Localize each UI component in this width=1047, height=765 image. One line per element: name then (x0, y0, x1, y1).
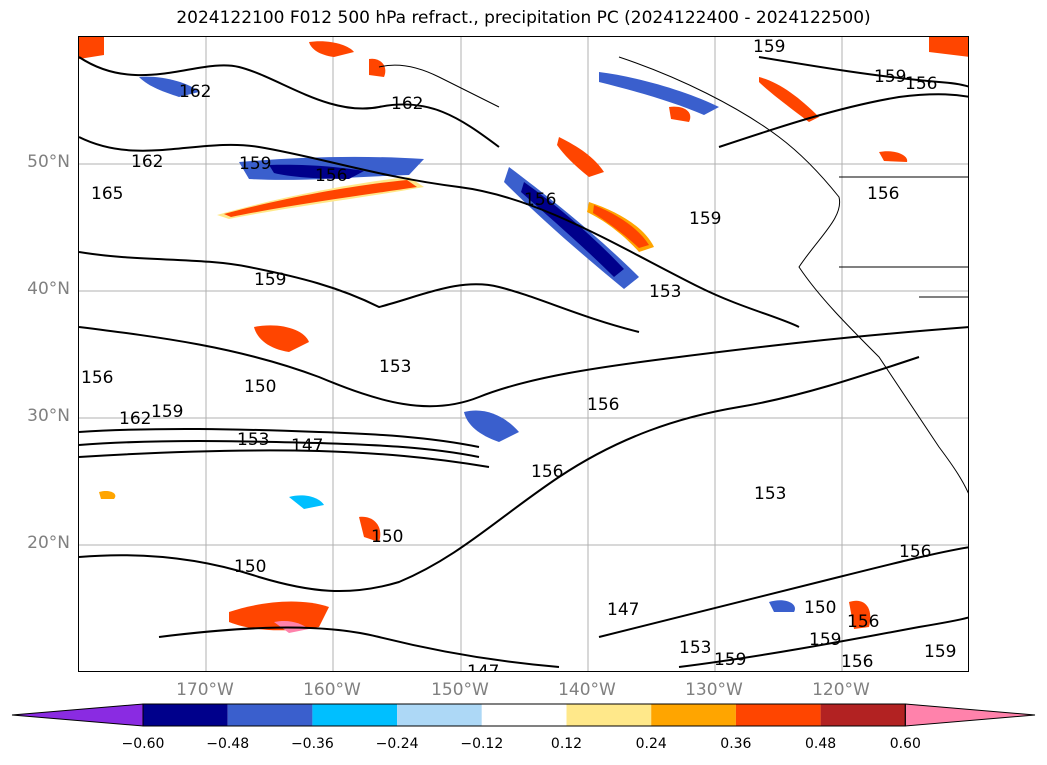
lat-label: 40°N (27, 279, 70, 299)
contour-label: 165 (91, 184, 123, 204)
contour-label: 159 (714, 650, 746, 670)
contour-label: 159 (924, 642, 956, 662)
contour-label: 156 (905, 74, 937, 94)
contour-label: 147 (467, 662, 499, 672)
map-panel: 162 162 162 165 159 156 159 156 159 156 … (78, 36, 969, 672)
colorbar-tick-label: 0.12 (550, 736, 583, 752)
contour-label: 159 (689, 209, 721, 229)
colorbar-segment (481, 704, 567, 726)
colorbar-segment (566, 704, 652, 726)
colorbar-segment (143, 704, 228, 726)
contour-label: 159 (753, 37, 785, 57)
contour-label: 159 (874, 67, 906, 87)
contour-label: 156 (587, 395, 619, 415)
contour-label: 159 (809, 630, 841, 650)
contour-label: 153 (679, 638, 711, 658)
contour-label: 162 (131, 152, 163, 172)
contour-label: 156 (899, 542, 931, 562)
contour-label: 150 (244, 377, 276, 397)
graticule (79, 37, 968, 671)
contour-label: 153 (379, 357, 411, 377)
colorbar-segment (735, 704, 821, 726)
contour-label: 159 (151, 402, 183, 422)
contour-label: 156 (81, 368, 113, 388)
contour-label: 162 (119, 409, 151, 429)
contour-label: 147 (291, 436, 323, 456)
contour-label: 153 (237, 430, 269, 450)
lon-label: 140°W (558, 680, 616, 700)
colorbar-segment (820, 704, 906, 726)
contour-label: 150 (234, 557, 266, 577)
colorbar-segment (397, 704, 482, 726)
contour-label: 156 (531, 462, 563, 482)
contour-label: 156 (841, 652, 873, 672)
colorbar-outline (142, 703, 906, 727)
lon-label: 150°W (431, 680, 489, 700)
colorbar-extend-low (11, 703, 144, 727)
colorbar-tick-label: −0.48 (206, 736, 250, 752)
precipitation-shading (79, 37, 968, 633)
lat-label: 50°N (27, 152, 70, 172)
colorbar-segment (227, 704, 313, 726)
colorbar-tick-label: −0.24 (375, 736, 419, 752)
contour-label: 156 (524, 190, 556, 210)
refractivity-contours (79, 56, 968, 668)
contour-label: 156 (847, 612, 879, 632)
colorbar-extend-high (904, 703, 1036, 727)
contour-label: 150 (371, 527, 403, 547)
colorbar-tick-label: 0.48 (805, 736, 837, 752)
colorbar-tick-label: 0.24 (635, 736, 667, 752)
lon-label: 130°W (685, 680, 743, 700)
contour-label: 156 (315, 166, 347, 186)
contour-label: 150 (804, 598, 836, 618)
colorbar-tick-label: 0.60 (889, 736, 921, 752)
colorbar-segment (651, 704, 736, 726)
lon-label: 160°W (303, 680, 361, 700)
colorbar (11, 703, 1036, 727)
map-canvas: 162 162 162 165 159 156 159 156 159 156 … (79, 37, 968, 672)
colorbar-tick-label: −0.12 (460, 736, 504, 752)
map-title: 2024122100 F012 500 hPa refract., precip… (176, 8, 871, 28)
colorbar-tick-label: 0.36 (720, 736, 752, 752)
lat-label: 20°N (27, 533, 70, 553)
contour-label: 153 (649, 282, 681, 302)
contour-label-layer: 162 162 162 165 159 156 159 156 159 156 … (81, 37, 956, 672)
contour-label: 162 (391, 94, 423, 114)
contour-label: 162 (179, 82, 211, 102)
coastlines (378, 56, 968, 494)
lon-label: 170°W (176, 680, 234, 700)
lat-label: 30°N (27, 406, 70, 426)
lon-label: 120°W (812, 680, 870, 700)
contour-label: 156 (867, 184, 899, 204)
colorbar-tick-label: −0.36 (290, 736, 334, 752)
contour-label: 153 (754, 484, 786, 504)
contour-label: 147 (607, 600, 639, 620)
colorbar-tick-label: −0.60 (121, 736, 165, 752)
colorbar-segment (312, 704, 398, 726)
contour-label: 159 (239, 154, 271, 174)
contour-label: 159 (254, 270, 286, 290)
